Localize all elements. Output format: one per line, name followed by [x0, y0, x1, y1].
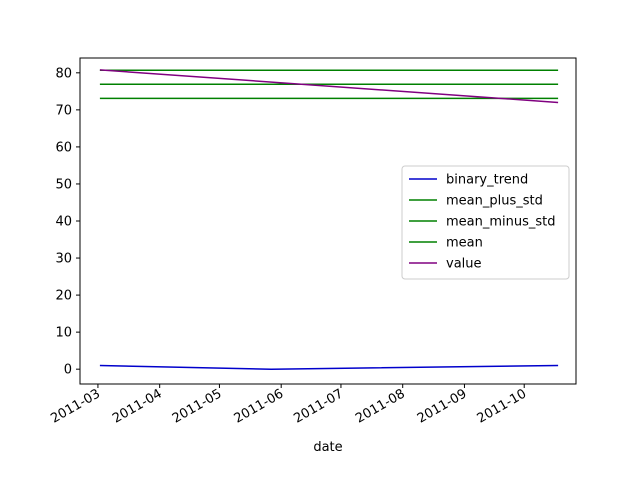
series-line-binary-trend	[99, 364, 559, 370]
y-tick-label: 70	[55, 103, 72, 118]
legend: binary_trend mean_plus_std mean_minus_stdm…	[401, 165, 570, 280]
y-tick-label: 40	[55, 215, 72, 230]
y-tick-label: 30	[55, 252, 72, 267]
y-tick-label: 20	[55, 289, 72, 304]
y-tick-label: 60	[55, 140, 72, 155]
legend-box	[401, 165, 570, 280]
legend-label-mean: mean	[446, 236, 483, 251]
y-tick-label: 80	[55, 66, 72, 81]
legend-label-value: value	[446, 257, 482, 272]
legend-label-mean-plus-std: mean_plus_std	[446, 194, 543, 209]
y-tick-label: 50	[55, 177, 72, 192]
legend-label-mean-minus-std: mean_minus_std	[446, 215, 556, 230]
series-line-value	[99, 69, 559, 104]
y-tick-label: 10	[55, 326, 72, 341]
y-axis: 0 10 20 30 40 50 60 70 80	[55, 66, 80, 378]
series-layer	[99, 69, 559, 370]
y-tick-label: 0	[64, 363, 72, 378]
legend-label-binary-trend: binary_trend	[446, 173, 528, 188]
x-axis-label: date	[313, 440, 342, 455]
